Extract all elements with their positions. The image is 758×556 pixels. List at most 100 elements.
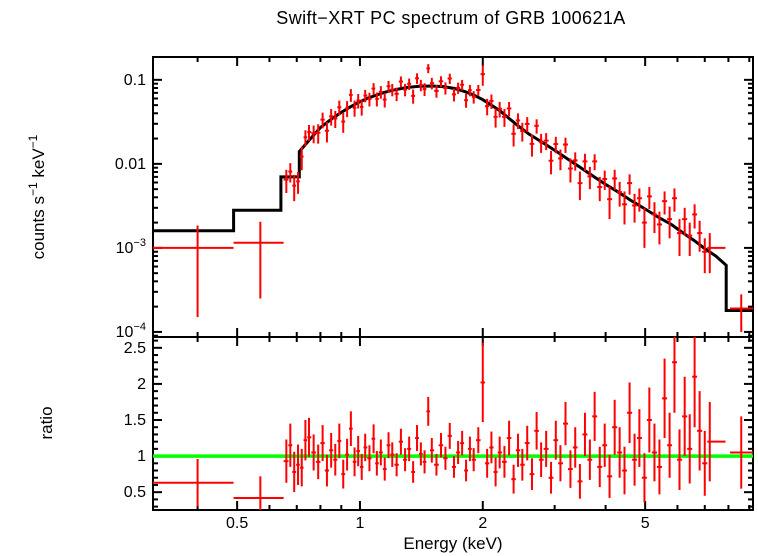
ratio-data-point (641, 453, 647, 503)
ratio-data-point (378, 439, 383, 466)
spectrum-data-point (359, 99, 364, 116)
ratio-data-point (367, 445, 372, 472)
ratio-data-point (443, 446, 448, 470)
ratio-data-point (352, 447, 357, 477)
ratio-data-point (299, 448, 304, 487)
spectrum-data-point (687, 222, 693, 257)
ratio-data-point (612, 399, 618, 455)
spectrum-data-point (371, 83, 376, 96)
spectrum-data-point (451, 88, 457, 102)
axis-tick-labels: 0.5 1 2 5 10−4 10−3 0.01 0.1 0.5 1 1.5 2 2.5 (115, 72, 650, 532)
y-tick-label: 2.5 (124, 340, 146, 357)
spectrum-data-point (434, 85, 439, 98)
ratio-data-point (524, 425, 530, 461)
spectrum-data-point (329, 109, 334, 126)
spectrum-data-point (617, 181, 623, 207)
ratio-data-point (607, 454, 613, 498)
spectrum-data-point (418, 79, 423, 92)
y-tick-label: 10−3 (116, 237, 146, 257)
ratio-data-point (438, 432, 444, 458)
spectrum-data-point (562, 137, 568, 153)
ratio-panel-frame (152, 336, 754, 511)
spectrum-data-point (543, 133, 549, 151)
ratio-data-point (341, 459, 346, 489)
spectrum-data-point (447, 73, 452, 85)
spectrum-data-point (682, 207, 688, 236)
spectrum-data-point (672, 188, 677, 212)
y-tick-label: 0.5 (124, 484, 146, 501)
spectrum-data-point (506, 102, 512, 117)
ratio-data-point (375, 451, 379, 476)
spectrum-data-point (356, 94, 360, 109)
ratio-data-point (471, 448, 476, 472)
spectrum-data-point (558, 149, 563, 171)
ratio-data-point (667, 412, 673, 478)
ratio-data-point (636, 409, 642, 467)
spectrum-data-point (667, 206, 673, 239)
spectrum-data-point (348, 89, 353, 102)
ratio-data-point (348, 411, 353, 446)
spectrum-data-point (363, 89, 368, 103)
spectrum-data-point (641, 207, 647, 248)
spectrum-data-point (443, 82, 448, 95)
ratio-data-point (426, 396, 431, 426)
spectrum-data-point (471, 91, 476, 104)
ratio-data-point (702, 430, 708, 496)
ratio-data-point (415, 425, 419, 452)
spectrum-data-point (324, 121, 330, 143)
spectrum-data-point (352, 100, 357, 117)
spectrum-data-point (524, 117, 530, 133)
y-tick-label: 10−4 (116, 321, 146, 341)
y-axis-label-counts: counts s−1 keV−1 (26, 134, 48, 259)
spectrum-data-point (375, 92, 379, 107)
ratio-data-point (329, 432, 334, 468)
spectrum-data-point (296, 172, 300, 194)
spectrum-data-point (529, 134, 535, 157)
ratio-data-point (548, 461, 554, 494)
spectrum-data-point (651, 202, 657, 234)
ratio-data-point (687, 414, 693, 484)
ratio-data-point (233, 476, 284, 510)
ratio-data-point (307, 417, 312, 457)
ratio-data-point (386, 432, 391, 459)
spectrum-data-point (520, 122, 525, 142)
ratio-data-point (371, 424, 376, 454)
spectrum-data-point (582, 153, 588, 172)
y-tick-label: 0.1 (124, 72, 146, 89)
spectrum-data-point (612, 169, 618, 190)
ratio-data-point (529, 458, 535, 491)
ratio-data-point (597, 446, 603, 488)
y-axis-label-ratio: ratio (37, 406, 56, 439)
ratio-data-point (464, 459, 468, 482)
ratio-data-point (562, 401, 568, 446)
spectrum-data-point (480, 65, 485, 86)
ratio-data-point (646, 387, 652, 453)
spectrum-data-point (402, 83, 408, 97)
ratio-data-point (572, 427, 578, 468)
ratio-data-point (692, 337, 698, 428)
spectrum-data-point (502, 108, 507, 127)
y-tick-label: 1 (137, 448, 146, 465)
ratio-data-point (359, 453, 364, 480)
ratio-data-point (411, 461, 416, 483)
ratio-data-point (622, 446, 628, 495)
ratio-data-point (303, 419, 308, 461)
ratio-data-point (682, 376, 688, 457)
ratio-data-point (502, 445, 507, 478)
ratio-data-point (506, 420, 512, 456)
ratio-data-point (480, 342, 485, 423)
spectrum-data-point (592, 154, 598, 171)
ratio-data-point (356, 435, 360, 467)
ratio-data-point (320, 425, 325, 462)
spectrum-data-point (320, 112, 325, 129)
spectrum-data-point (153, 225, 234, 318)
ratio-data-point (538, 442, 544, 478)
ratio-data-point (515, 433, 521, 467)
ratio-data-point (662, 358, 668, 439)
spectrum-data-point (656, 211, 663, 245)
ratio-data-point (651, 423, 657, 482)
spectrum-data-point (426, 64, 431, 74)
spectrum-data-point (464, 93, 468, 108)
ratio-data-point (345, 438, 349, 471)
